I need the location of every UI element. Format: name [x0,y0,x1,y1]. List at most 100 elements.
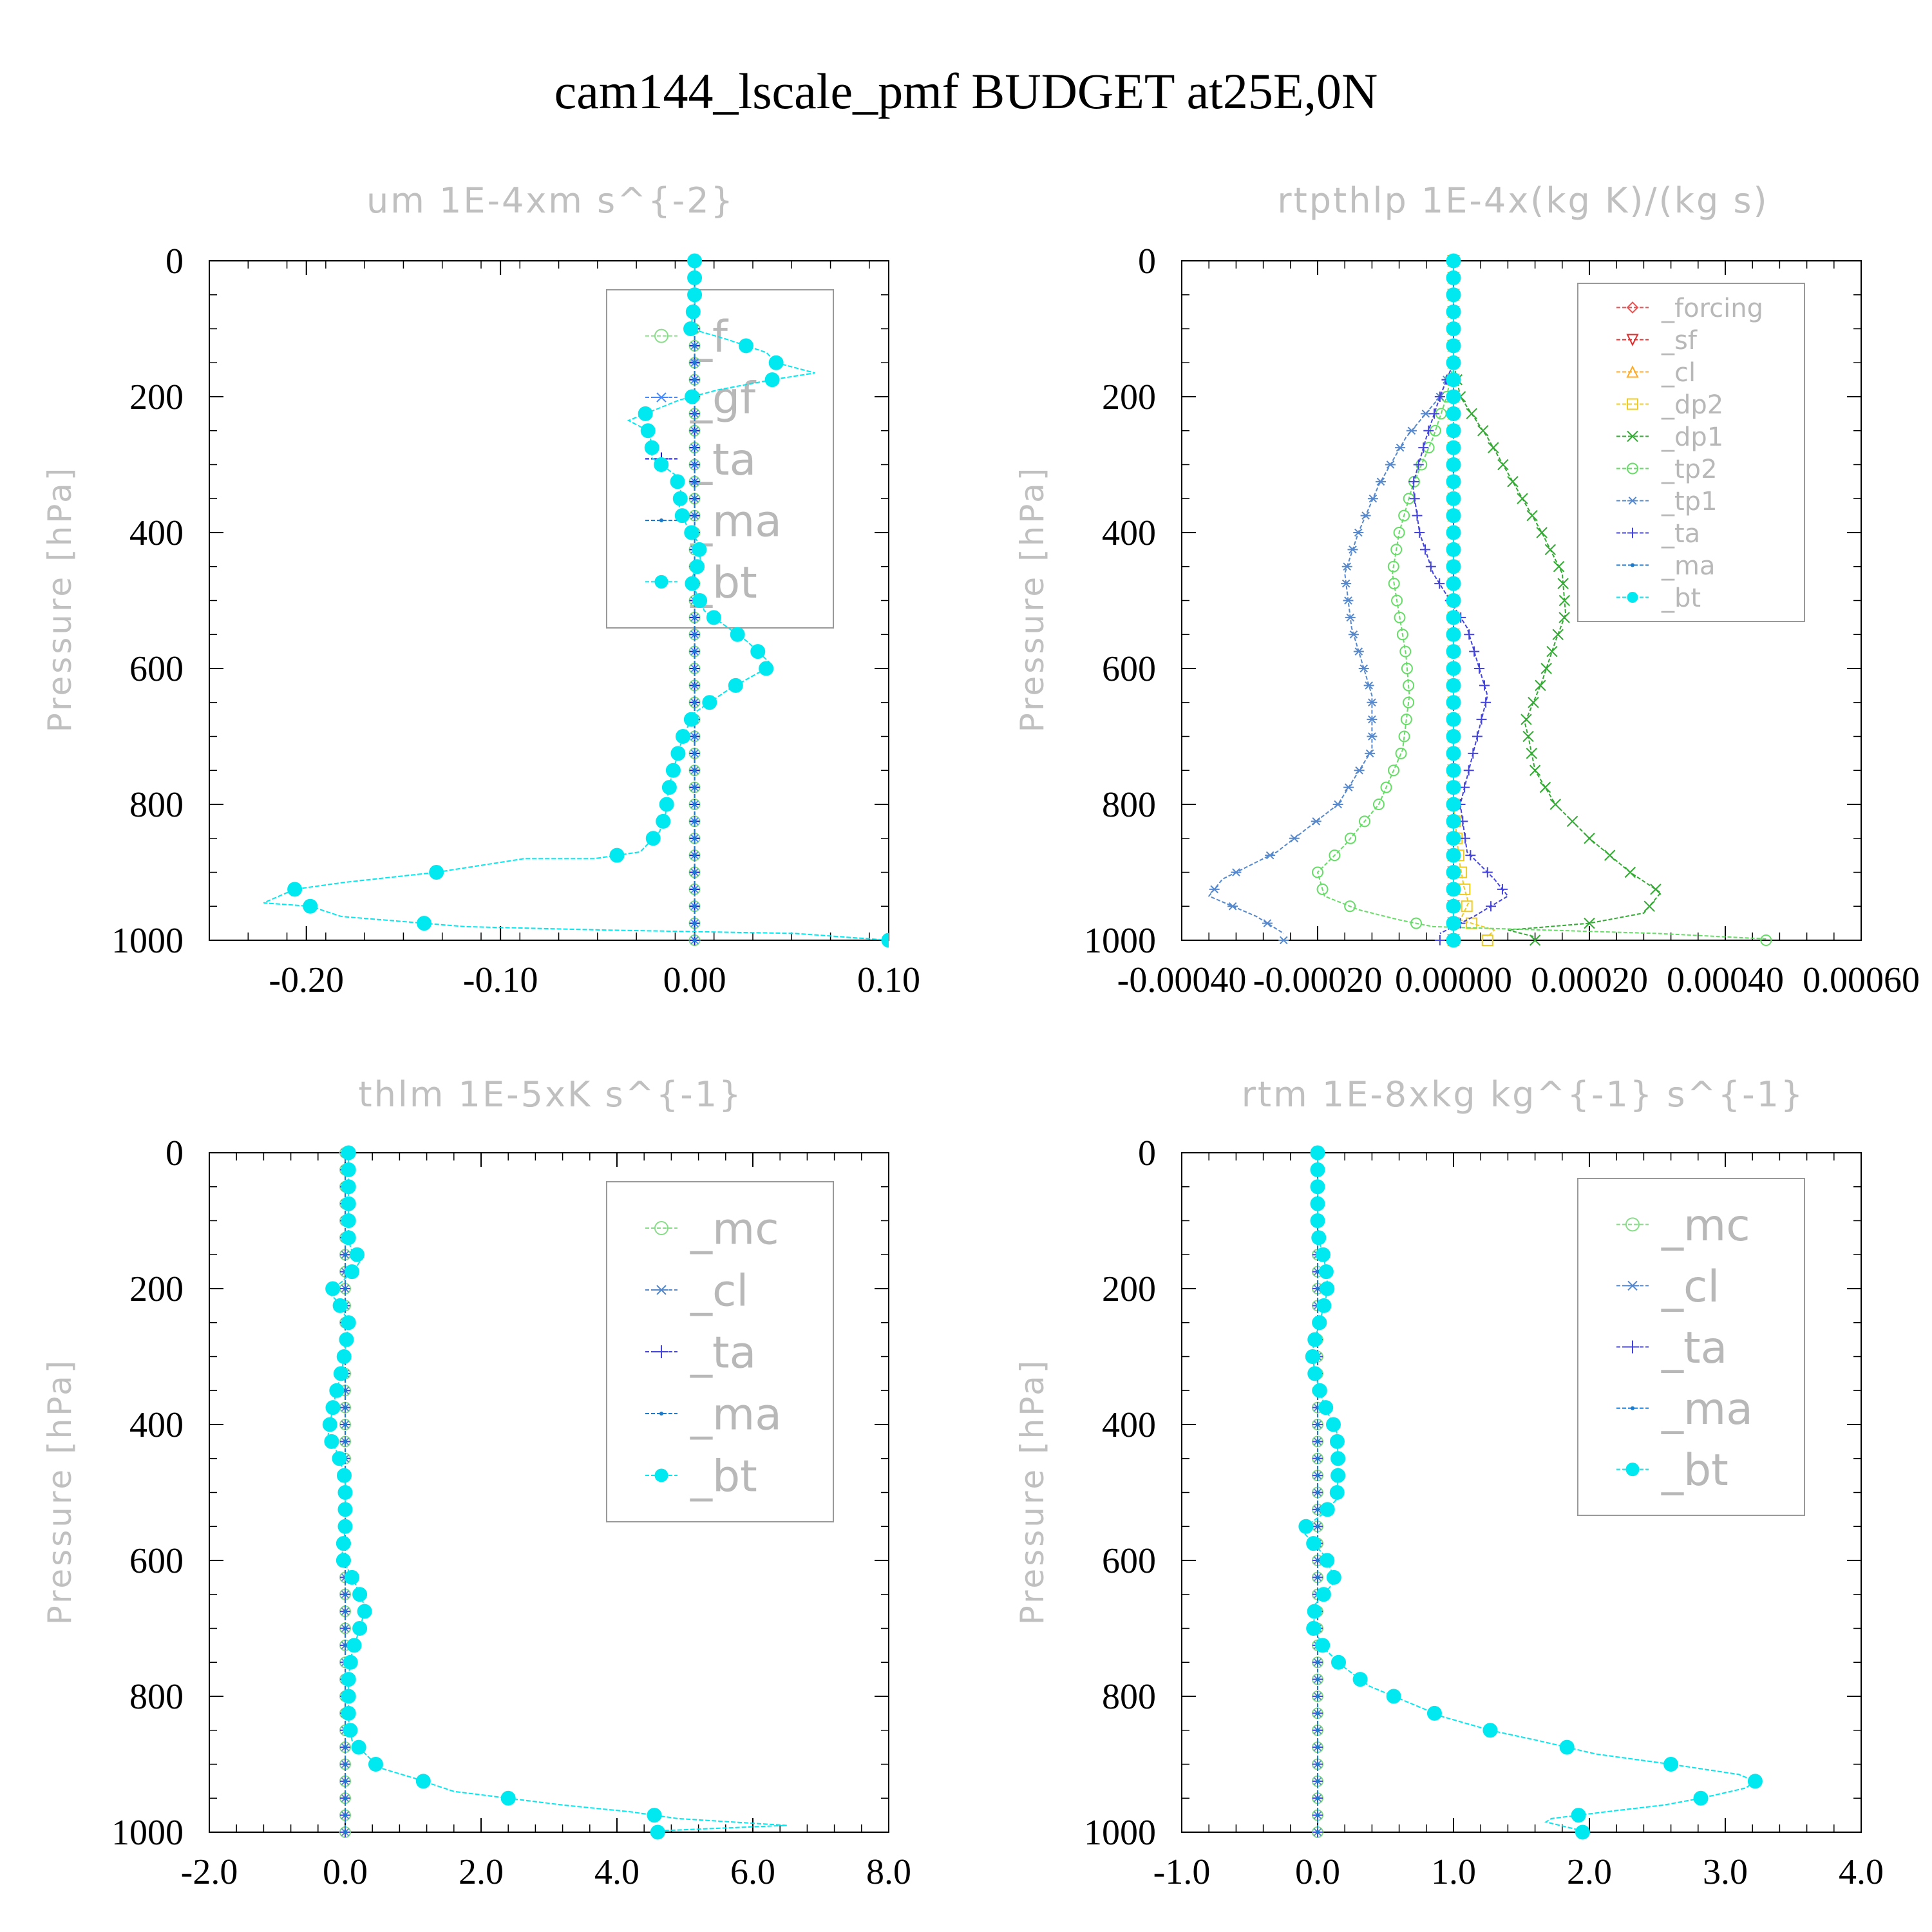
data-point [1410,917,1422,929]
data-point [1446,610,1461,625]
data-point [881,933,889,948]
data-point [1367,494,1378,503]
data-point [1558,594,1571,607]
data-point [1418,442,1429,453]
y-tick-label: 800 [129,785,184,825]
data-point [345,1264,360,1280]
x-tick-label: 0.00020 [1531,960,1648,1000]
data-point [684,525,699,540]
data-point [1522,730,1534,743]
data-point [1446,321,1461,336]
legend-label: _tp2 [1661,455,1718,484]
legend-label: _forcing [1661,294,1763,323]
series-area [1208,253,1772,948]
data-point [1387,560,1399,573]
y-tick-label: 200 [1102,1269,1156,1309]
legend-label: _cl [1661,1262,1719,1312]
y-tick-label: 600 [129,1541,184,1581]
data-point [1311,817,1321,826]
panel-thlm: thlm 1E-5xK s^{-1} Pressure [hPa] 0 200 40… [41,1074,911,1892]
data-point [1316,1711,1320,1716]
data-point [692,700,697,705]
legend-label: _mc [690,1204,779,1255]
data-point [1316,1298,1332,1313]
data-point [1316,1439,1320,1444]
y-tick-label: 400 [129,1405,184,1445]
data-point [1446,270,1461,285]
panel-rtpthlp: rtpthlp 1E-4x(kg K)/(kg s) Pressure [hPa… [1014,180,1920,1000]
data-point [1425,561,1436,572]
legend: _f_gf_ta_ma_bt [606,289,834,629]
data-point [1408,476,1419,487]
data-point [1626,365,1639,378]
data-point [645,831,661,846]
data-point [1446,729,1461,744]
data-point [730,627,745,642]
data-point [1650,884,1662,895]
data-point [337,1519,353,1534]
data-point [1395,443,1406,452]
data-point [341,1672,356,1687]
data-point [1372,799,1385,810]
data-point [659,797,674,812]
data-point [692,802,697,806]
data-point [351,1739,366,1755]
data-point [1343,783,1354,791]
data-point [343,1796,347,1801]
data-point [1265,851,1276,860]
data-point [1310,1145,1325,1160]
data-point [1358,664,1369,673]
y-tick-label: 400 [1102,513,1156,553]
x-tick-label: -0.00040 [1117,960,1247,1000]
data-point [1354,766,1365,775]
data-point [1446,287,1461,303]
legend-box [1577,1178,1805,1516]
panel-title: um 1E-4xm s^{-2} [366,180,735,221]
data-point [728,677,743,693]
data-point [429,865,444,880]
data-point [1400,714,1412,726]
data-point [343,1723,358,1738]
data-point [1315,1638,1331,1653]
data-point [1469,646,1480,657]
data-point [685,304,701,319]
series-area [263,253,889,948]
data-point [1747,1774,1763,1789]
data-point [1446,746,1461,761]
data-point [1363,681,1374,690]
legend-label: _ta [690,1327,756,1378]
data-point [1446,695,1461,710]
plot-area: 0 200 400 600 800 1000-0.00040 -0.00020 0.00000… [1084,242,1920,1000]
series-area [1298,1145,1763,1840]
data-point [750,644,766,659]
figure-title: cam144_lscale_pmf BUDGET at25E,0N [554,63,1378,119]
data-point [674,508,690,524]
data-point [1446,916,1461,931]
data-point [1316,883,1329,895]
data-point [303,898,318,914]
data-point [337,1485,353,1500]
data-point [1446,253,1461,269]
data-point [1584,917,1595,929]
data-point [341,1196,356,1211]
data-point [655,1285,668,1295]
panel-rtm: rtm 1E-8xkg kg^{-1} s^{-1} Pressure [hPa… [1014,1074,1884,1892]
data-point [1262,919,1273,927]
data-point [1552,629,1564,640]
x-tick-label: 0.0 [1295,1852,1340,1892]
data-point [1477,425,1489,437]
series-bt [1446,253,1461,948]
data-point [1316,1830,1320,1834]
data-point [1209,885,1220,894]
data-point [341,1315,356,1331]
data-point [1446,389,1461,404]
data-point [1624,866,1636,878]
data-point [1627,592,1638,603]
data-point [609,848,625,863]
data-point [1409,493,1420,504]
legend: _forcing _sf _cl_dp2_dp1 _tp2 _tp1 _ta_ma_bt [1577,283,1805,622]
data-point [1535,679,1546,692]
data-point [1306,1536,1321,1551]
data-point [654,574,668,589]
data-point [1367,698,1378,707]
